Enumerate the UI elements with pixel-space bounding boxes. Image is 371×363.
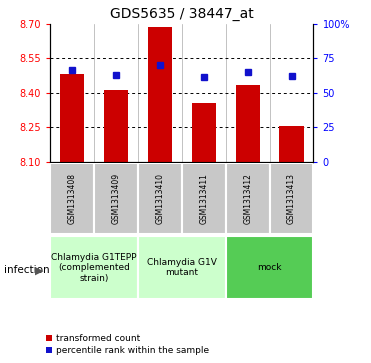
Bar [226,236,313,299]
Bar [270,163,313,234]
Bar [94,163,138,234]
Text: mock: mock [257,263,282,272]
Legend: transformed count, percentile rank within the sample: transformed count, percentile rank withi… [42,331,213,359]
Bar [138,163,182,234]
Bar [182,163,226,234]
Bar [192,103,216,162]
Text: GSM1313410: GSM1313410 [155,173,164,224]
Bar [50,236,138,299]
Bar [148,27,172,162]
Bar [236,85,260,162]
Text: GSM1313409: GSM1313409 [111,173,121,224]
Text: Chlamydia G1TEPP
(complemented
strain): Chlamydia G1TEPP (complemented strain) [51,253,137,283]
Text: ▶: ▶ [35,265,44,276]
Title: GDS5635 / 38447_at: GDS5635 / 38447_at [110,7,254,21]
Text: infection: infection [4,265,49,276]
Text: GSM1313408: GSM1313408 [68,173,76,224]
Bar [60,74,84,162]
Bar [138,236,226,299]
Text: GSM1313413: GSM1313413 [287,173,296,224]
Text: GSM1313412: GSM1313412 [243,173,252,224]
Bar [104,90,128,162]
Bar [279,126,303,162]
Text: Chlamydia G1V
mutant: Chlamydia G1V mutant [147,258,217,277]
Bar [226,163,270,234]
Text: GSM1313411: GSM1313411 [199,173,208,224]
Bar [50,163,94,234]
